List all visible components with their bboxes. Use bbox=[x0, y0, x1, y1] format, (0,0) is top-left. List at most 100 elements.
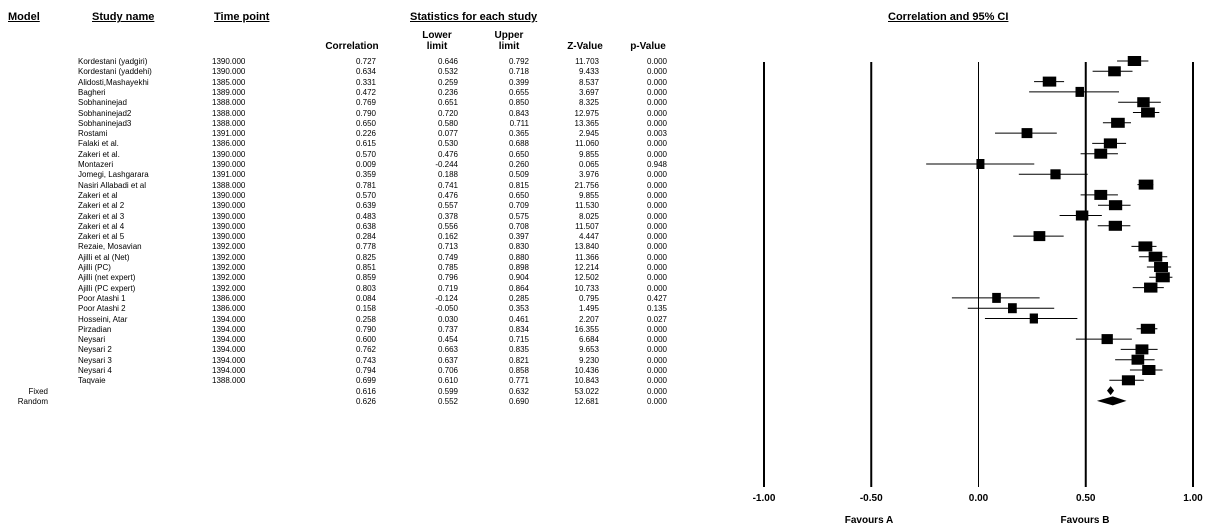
row-p-value: 0.000 bbox=[646, 232, 667, 242]
col-lower-limit: Lower limit bbox=[412, 30, 462, 52]
row-z-value: 9.855 bbox=[578, 190, 599, 200]
row-z-value: 8.325 bbox=[578, 98, 599, 108]
row-z-value: 12.502 bbox=[574, 273, 599, 283]
row-study-name: Montazeri bbox=[78, 160, 114, 169]
row-p-value: 0.027 bbox=[646, 314, 667, 324]
x-tick-label: 1.00 bbox=[1183, 493, 1203, 504]
row-time-point: 1394.000 bbox=[212, 324, 246, 334]
row-correlation: 0.727 bbox=[355, 57, 376, 66]
row-lower-limit: 0.720 bbox=[437, 108, 458, 118]
row-z-value: 10.733 bbox=[574, 283, 599, 293]
effect-marker bbox=[1075, 210, 1089, 221]
row-study-name: Kordestani (yadgiri) bbox=[78, 57, 148, 66]
row-z-value: 8.025 bbox=[578, 211, 599, 221]
row-upper-limit: 0.353 bbox=[508, 304, 529, 314]
col-z-value: Z-Value bbox=[567, 41, 603, 52]
row-time-point: 1390.000 bbox=[212, 211, 246, 221]
row-z-value: 12.681 bbox=[574, 396, 599, 406]
row-p-value: 0.000 bbox=[646, 87, 667, 97]
row-p-value: 0.000 bbox=[646, 149, 667, 159]
row-time-point: 1392.000 bbox=[212, 273, 246, 283]
effect-marker bbox=[1148, 251, 1163, 262]
row-study-name: Zakeri et al 3 bbox=[78, 211, 125, 221]
row-p-value: 0.000 bbox=[646, 201, 667, 211]
row-z-value: 9.653 bbox=[578, 345, 599, 355]
row-p-value: 0.000 bbox=[646, 139, 667, 149]
row-lower-limit: 0.749 bbox=[437, 252, 458, 262]
effect-marker bbox=[1108, 66, 1121, 77]
row-upper-limit: 0.650 bbox=[508, 149, 529, 159]
row-lower-limit: -0.124 bbox=[435, 293, 458, 303]
row-lower-limit: 0.741 bbox=[437, 180, 458, 190]
row-study-name: Poor Atashi 2 bbox=[78, 304, 126, 314]
row-p-value: 0.000 bbox=[646, 252, 667, 262]
row-study-name: Pirzadian bbox=[78, 324, 112, 334]
row-upper-limit: 0.509 bbox=[508, 170, 529, 180]
row-correlation: 0.638 bbox=[355, 221, 376, 231]
row-correlation: 0.794 bbox=[355, 366, 376, 375]
effect-marker bbox=[1033, 231, 1046, 242]
row-z-value: 21.756 bbox=[574, 180, 599, 190]
row-upper-limit: 0.858 bbox=[508, 366, 529, 375]
row-upper-limit: 0.365 bbox=[508, 129, 529, 139]
effect-marker bbox=[1121, 375, 1135, 386]
row-z-value: 9.855 bbox=[578, 149, 599, 159]
row-correlation: 0.790 bbox=[355, 324, 376, 334]
row-upper-limit: 0.399 bbox=[508, 77, 529, 87]
row-upper-limit: 0.715 bbox=[508, 335, 529, 345]
effect-marker bbox=[1140, 323, 1156, 334]
row-study-name: Zakeri et al 4 bbox=[78, 221, 125, 231]
effect-marker bbox=[1101, 334, 1113, 345]
row-z-value: 1.495 bbox=[578, 304, 599, 314]
row-lower-limit: 0.162 bbox=[437, 232, 458, 242]
row-correlation: 0.781 bbox=[355, 180, 376, 190]
row-p-value: 0.135 bbox=[646, 304, 667, 314]
row-lower-limit: 0.796 bbox=[437, 273, 458, 283]
row-study-name: Hosseini, Atar bbox=[78, 314, 128, 324]
row-lower-limit: 0.236 bbox=[437, 87, 458, 97]
row-correlation: 0.084 bbox=[355, 293, 376, 303]
row-z-value: 0.065 bbox=[578, 160, 599, 169]
effect-marker bbox=[1094, 148, 1108, 159]
row-lower-limit: 0.476 bbox=[437, 190, 458, 200]
row-p-value: 0.000 bbox=[646, 170, 667, 180]
row-time-point: 1394.000 bbox=[212, 345, 246, 355]
effect-marker bbox=[1127, 56, 1142, 66]
row-study-name: Ajilli (PC expert) bbox=[78, 283, 136, 293]
header-correlation-ci: Correlation and 95% CI bbox=[888, 11, 1009, 23]
row-lower-limit: 0.706 bbox=[437, 366, 458, 375]
row-correlation: 0.825 bbox=[355, 252, 376, 262]
row-p-value: 0.003 bbox=[646, 129, 667, 139]
row-p-value: 0.948 bbox=[646, 160, 667, 169]
header-statistics: Statistics for each study bbox=[410, 11, 538, 23]
row-p-value: 0.000 bbox=[646, 366, 667, 375]
row-correlation: 0.472 bbox=[355, 87, 376, 97]
row-lower-limit: 0.532 bbox=[437, 67, 458, 77]
row-study-name: Sobhaninejad2 bbox=[78, 108, 132, 118]
header-time-point: Time point bbox=[214, 11, 270, 23]
row-correlation: 0.258 bbox=[355, 314, 376, 324]
row-lower-limit: 0.599 bbox=[437, 386, 458, 396]
effect-marker bbox=[1042, 76, 1057, 87]
row-p-value: 0.000 bbox=[646, 180, 667, 190]
row-correlation: 0.616 bbox=[355, 386, 376, 396]
row-z-value: 9.230 bbox=[578, 355, 599, 365]
col-upper-limit: Upper limit bbox=[484, 30, 534, 52]
effect-marker bbox=[1094, 189, 1108, 200]
row-p-value: 0.000 bbox=[646, 211, 667, 221]
row-upper-limit: 0.688 bbox=[508, 139, 529, 149]
effect-marker bbox=[1141, 107, 1155, 118]
row-p-value: 0.000 bbox=[646, 273, 667, 283]
row-lower-limit: 0.077 bbox=[437, 129, 458, 139]
row-upper-limit: 0.711 bbox=[509, 118, 529, 128]
row-correlation: 0.615 bbox=[355, 139, 376, 149]
row-study-name: Kordestani (yaddehi) bbox=[78, 67, 152, 77]
row-p-value: 0.000 bbox=[646, 118, 667, 128]
row-p-value: 0.000 bbox=[646, 77, 667, 87]
row-z-value: 0.795 bbox=[578, 293, 599, 303]
header-model: Model bbox=[8, 11, 40, 23]
row-z-value: 12.975 bbox=[574, 108, 599, 118]
row-study-name: Sobhaninejad3 bbox=[78, 118, 132, 128]
row-time-point: 1390.000 bbox=[212, 149, 246, 159]
row-z-value: 6.684 bbox=[578, 335, 599, 345]
